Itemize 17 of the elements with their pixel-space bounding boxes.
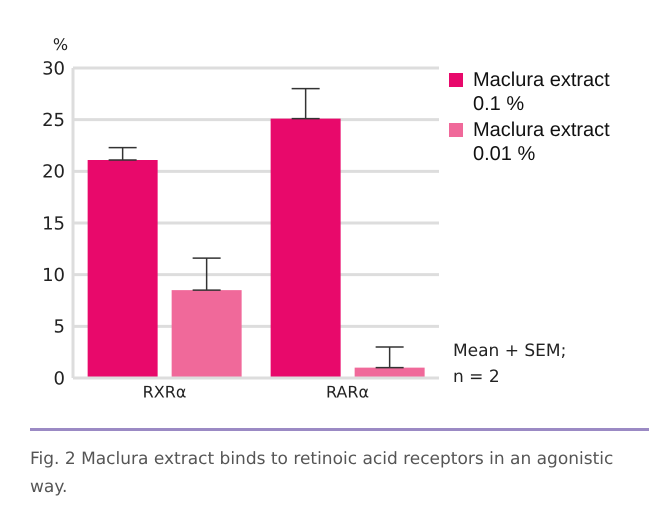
y-tick-label: 10 — [42, 265, 65, 286]
bar — [88, 160, 158, 378]
bar — [270, 118, 341, 378]
x-tick-label: RARα — [326, 382, 370, 402]
legend-label: Maclura extract 0.1 % — [473, 68, 611, 116]
note-text: Mean + SEM; n = 2 — [453, 340, 566, 389]
caption: Fig. 2 Maclura extract binds to retinoic acid receptors in an agonistic way. — [30, 428, 649, 501]
y-tick-label: 5 — [54, 316, 65, 338]
y-tick-label: 15 — [42, 213, 65, 234]
y-tick-label: 0 — [54, 368, 65, 390]
y-tick-label: 20 — [42, 162, 65, 183]
bar — [172, 290, 242, 378]
legend-label: Maclura extract 0.01 % — [473, 118, 611, 166]
y-axis-title: % — [52, 35, 68, 54]
y-tick-label: 25 — [42, 110, 65, 132]
y-tick-label: 30 — [42, 58, 65, 80]
x-tick-label: RXRα — [142, 382, 186, 402]
